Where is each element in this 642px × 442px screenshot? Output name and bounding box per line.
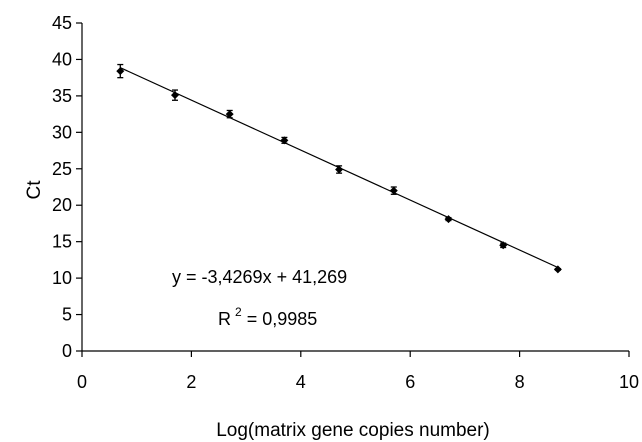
data-points (116, 63, 562, 274)
diamond-marker (335, 165, 344, 174)
diamond-marker (116, 67, 125, 76)
diamond-marker (499, 241, 508, 250)
x-tick-label: 4 (296, 372, 306, 392)
y-tick-label: 10 (52, 268, 72, 288)
diamond-marker (389, 186, 398, 195)
x-tick-label: 0 (77, 372, 87, 392)
r-squared-value: = 0,9985 (242, 309, 318, 329)
data-point (499, 241, 508, 250)
y-tick-label: 20 (52, 195, 72, 215)
diamond-marker (170, 91, 179, 100)
data-point (389, 186, 398, 195)
x-axis: 0 2 4 6 8 10 (77, 350, 639, 392)
x-tick-label: 2 (186, 372, 196, 392)
r-squared-prefix: R (218, 309, 231, 329)
data-point (225, 109, 234, 119)
y-tick-label: 35 (52, 86, 72, 106)
r-squared-superscript: 2 (235, 305, 242, 319)
data-point (444, 215, 453, 224)
x-tick-label: 10 (619, 372, 639, 392)
diamond-marker (280, 136, 289, 145)
y-tick-label: 45 (52, 13, 72, 33)
y-axis: 0 5 10 15 20 25 30 35 40 45 (52, 13, 83, 361)
data-point (170, 89, 179, 101)
y-tick-label: 40 (52, 49, 72, 69)
trend-equation: y = -3,4269x + 41,269 (172, 267, 347, 287)
data-point (280, 136, 289, 145)
diamond-marker (225, 110, 234, 119)
diamond-marker (444, 215, 453, 224)
y-tick-label: 5 (62, 305, 72, 325)
x-tick-label: 6 (405, 372, 415, 392)
diamond-marker (553, 265, 562, 274)
y-tick-label: 15 (52, 232, 72, 252)
y-tick-label: 30 (52, 122, 72, 142)
x-axis-title: Log(matrix gene copies number) (216, 420, 490, 441)
data-point (335, 165, 344, 174)
y-tick-label: 25 (52, 159, 72, 179)
data-point (553, 265, 562, 274)
y-tick-label: 0 (62, 341, 72, 361)
y-axis-title: Ct (24, 180, 45, 200)
data-point (116, 63, 125, 79)
x-tick-label: 8 (515, 372, 525, 392)
